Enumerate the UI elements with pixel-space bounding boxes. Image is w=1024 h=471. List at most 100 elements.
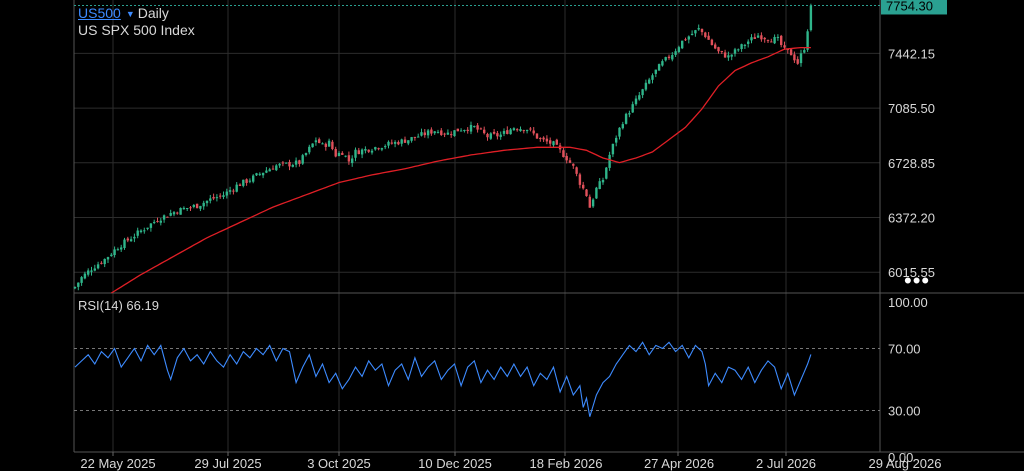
candle-up (651, 75, 654, 80)
interval-label[interactable]: Daily (137, 5, 169, 21)
candle-down (189, 207, 192, 209)
candle-up (803, 50, 806, 53)
candle-down (377, 148, 380, 150)
more-options-icon[interactable]: ••• (904, 268, 931, 293)
candle-down (324, 143, 327, 147)
candle-down (789, 49, 793, 56)
time-tick-label: 29 Aug 2026 (868, 456, 941, 471)
candle-up (278, 163, 281, 166)
candle-down (397, 141, 400, 145)
candle-down (466, 129, 469, 131)
candle-up (433, 131, 436, 134)
candle-down (700, 28, 704, 33)
candle-up (143, 230, 146, 232)
candle-down (430, 129, 433, 134)
time-tick-label: 10 Dec 2025 (418, 456, 492, 471)
candle-up (634, 98, 638, 105)
candle-up (618, 127, 621, 137)
candle-up (611, 143, 615, 155)
candle-up (525, 129, 529, 132)
candle-up (258, 173, 261, 175)
candle-down (423, 132, 426, 136)
candle-up (199, 205, 202, 209)
candle-up (591, 199, 595, 207)
candle-down (298, 160, 301, 164)
candle-up (252, 175, 255, 182)
candle-up (674, 51, 677, 55)
candle-up (664, 57, 667, 61)
candle-up (364, 148, 367, 151)
chevron-down-icon[interactable]: ▼ (125, 9, 135, 20)
chart-header: US500 ▼ Daily (78, 5, 169, 21)
rsi-tick-label: 0.00 (888, 450, 913, 465)
rsi-tick-label: 100.00 (888, 295, 928, 310)
candle-up (192, 204, 195, 207)
candle-down (100, 262, 103, 264)
candle-down (710, 39, 714, 45)
candle-down (588, 196, 591, 208)
candle-down (331, 141, 334, 150)
candle-up (275, 165, 278, 171)
candle-up (285, 162, 288, 164)
candle-up (228, 190, 232, 192)
candle-up (153, 221, 156, 223)
candle-up (116, 249, 120, 251)
candle-up (93, 268, 96, 271)
price-tick-label: 6372.20 (888, 210, 935, 225)
candle-down (562, 150, 565, 158)
candle-down (766, 40, 770, 42)
candle-down (582, 184, 585, 189)
candle-up (261, 172, 265, 176)
candle-up (215, 197, 219, 199)
candle-up (657, 64, 661, 71)
candle-down (542, 137, 545, 140)
instrument-name: US SPX 500 Index (78, 22, 195, 38)
candle-up (360, 149, 364, 155)
candle-up (426, 130, 430, 136)
candle-down (770, 41, 773, 43)
candle-up (740, 44, 743, 50)
candle-up (519, 129, 522, 132)
candle-down (390, 142, 393, 144)
candle-up (750, 37, 753, 41)
candle-up (453, 130, 456, 137)
rsi-tick-label: 70.00 (888, 342, 921, 357)
candle-up (301, 155, 304, 164)
time-tick-label: 2 Jul 2026 (756, 456, 816, 471)
time-tick-label: 27 Apr 2026 (644, 456, 714, 471)
candle-down (684, 39, 687, 41)
symbol-selector[interactable]: US500 (78, 5, 121, 21)
candle-up (291, 165, 294, 167)
candle-up (83, 273, 87, 279)
candle-down (334, 148, 337, 157)
candle-up (806, 31, 809, 50)
candle-up (159, 220, 162, 223)
candle-up (400, 139, 403, 144)
candle-up (809, 5, 813, 31)
candle-up (209, 198, 212, 201)
candle-up (169, 213, 172, 216)
candle-down (479, 128, 483, 130)
candle-up (463, 129, 466, 131)
candle-up (608, 154, 611, 168)
candle-down (723, 52, 727, 58)
candle-up (638, 95, 641, 100)
candle-up (354, 149, 357, 158)
candle-up (489, 133, 492, 139)
candle-up (420, 132, 423, 136)
candle-up (727, 55, 730, 58)
candle-down (704, 32, 707, 37)
candle-down (516, 129, 519, 131)
candle-up (756, 35, 760, 38)
candle-up (374, 147, 377, 150)
candle-up (641, 89, 644, 96)
candle-down (483, 129, 486, 134)
candle-down (357, 150, 360, 155)
candle-down (539, 137, 542, 139)
candle-up (255, 173, 258, 176)
candle-up (512, 128, 516, 131)
candle-up (661, 61, 664, 66)
candle-up (747, 41, 750, 44)
